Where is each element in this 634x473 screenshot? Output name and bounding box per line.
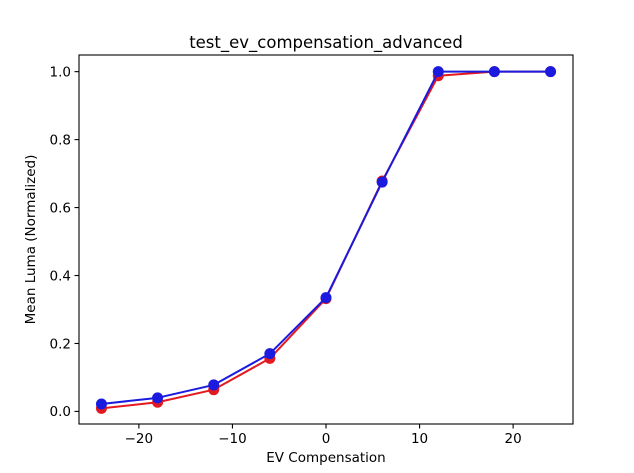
y-tick-label: 0.8 [50,132,71,148]
data-point-blue-series [432,66,444,78]
y-tick-label: 1.0 [50,64,71,80]
y-axis-label: Mean Luma (Normalized) [23,155,39,325]
series-layer [95,66,557,414]
data-point-blue-series [152,392,164,404]
tick-label-layer: −20 −10 0 10 20 0.0 0.2 0.4 0.6 0.8 1.0 [50,64,522,447]
data-point-blue-series [545,66,557,78]
data-point-blue-series [376,176,388,188]
data-point-blue-series [95,398,107,410]
y-tick-label: 0.6 [50,200,71,216]
data-point-blue-series [264,348,276,360]
plot-area [79,55,573,424]
data-point-blue-series [208,379,220,391]
x-tick-label: 20 [505,431,522,447]
chart-title: test_ev_compensation_advanced [189,33,463,53]
y-tick-label: 0.4 [50,268,71,284]
x-tick-label: −10 [218,431,247,447]
y-tick-label: 0.2 [50,336,71,352]
x-tick-label: 0 [322,431,331,447]
axes-layer [74,54,574,429]
data-point-blue-series [488,66,500,78]
x-axis-label: EV Compensation [266,450,386,466]
data-point-blue-series [320,292,332,304]
y-tick-label: 0.0 [50,404,71,420]
x-tick-label: −20 [125,431,154,447]
x-tick-label: 10 [411,431,428,447]
